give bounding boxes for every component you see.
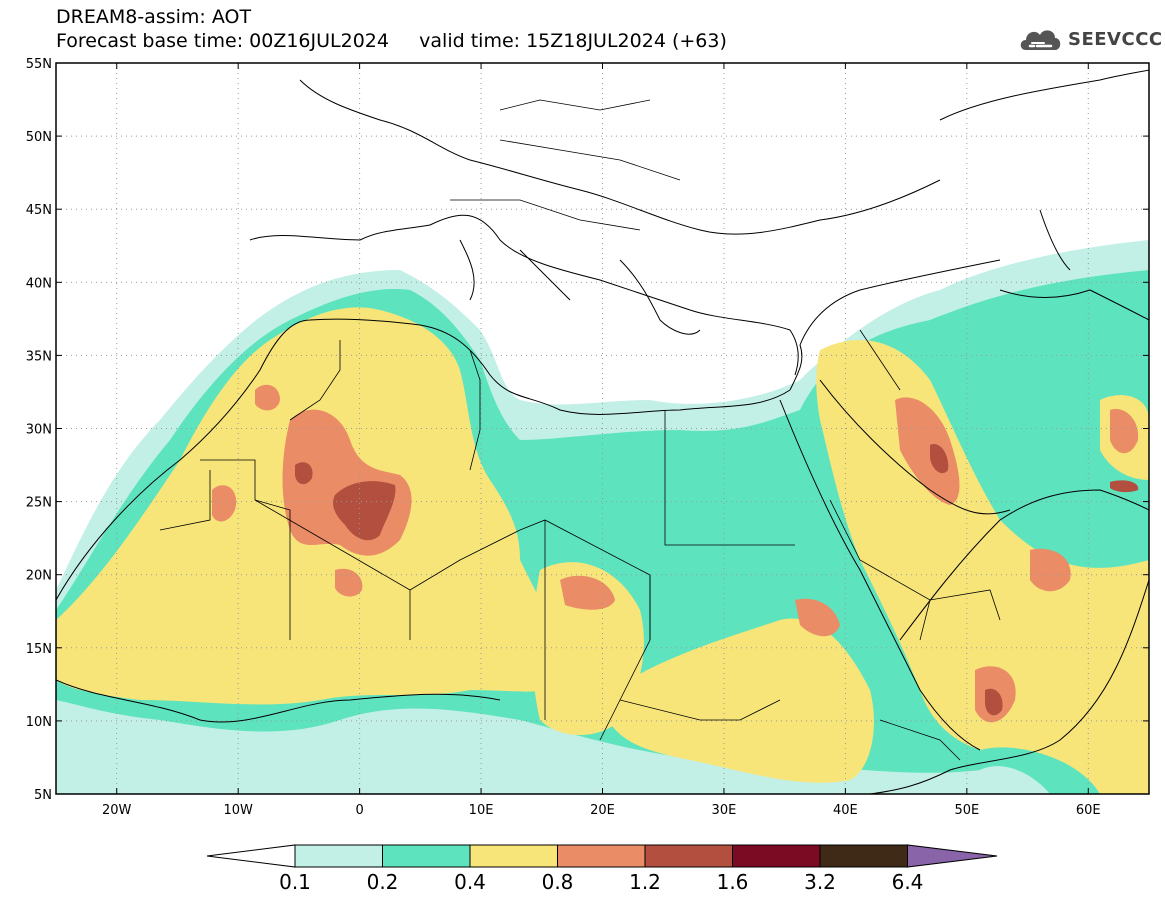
lat-tick-label: 15N [26,642,52,657]
aot-level-0-4-arabia [816,340,1149,794]
colorbar-level-label: 0.1 [279,870,311,894]
lon-tick-label: 30E [712,803,737,818]
lat-tick-label: 55N [26,57,52,72]
lon-tick-label: 40E [833,803,858,818]
lat-tick-label: 35N [26,349,52,364]
colorbar-level-label: 6.4 [892,870,924,894]
logo-text: SEEVCCC [1068,28,1163,50]
seevccc-logo: SEEVCCC [1018,23,1163,55]
aot-level-1-2 [333,481,396,541]
axis-ticks: 20W 10W 0 10E 20E 30E 40E 50E 60E 5N 10N 15N 20N 25N 3… [26,57,1149,818]
aot-fields [56,240,1149,794]
colorbar-segment [469,844,558,868]
cloud-logo-icon [1020,30,1061,50]
lon-tick-label: 20W [102,803,132,818]
lon-tick-label: 20E [590,803,615,818]
lon-tick-label: 10W [223,803,253,818]
coastlines [56,69,1149,794]
lat-tick-label: 40N [26,276,52,291]
lat-tick-label: 20N [26,569,52,584]
colorbar-segment [732,844,821,868]
colorbar-over-triangle [907,844,998,868]
lon-tick-label: 50E [954,803,979,818]
colorbar-segment [819,844,908,868]
colorbar-level-label: 0.8 [542,870,574,894]
lon-tick-label: 60E [1076,803,1101,818]
colorbar-segment [644,844,733,868]
aot-level-0-4-east-africa [600,618,874,783]
lat-tick-label: 30N [26,423,52,438]
colorbar-under-triangle [206,844,296,868]
lat-tick-label: 5N [34,788,52,803]
map-subtitle: Forecast base time: 00Z16JUL2024 valid t… [56,30,727,52]
colorbar-segment [382,844,471,868]
colorbar-level-label: 1.6 [717,870,749,894]
map-title: DREAM8-assim: AOT [56,6,252,28]
lat-tick-label: 50N [26,130,52,145]
colorbar-level-label: 0.2 [367,870,399,894]
lat-tick-label: 10N [26,715,52,730]
valid-time: valid time: 15Z18JUL2024 (+63) [419,30,727,52]
forecast-base-time: Forecast base time: 00Z16JUL2024 [56,30,389,52]
lon-tick-label: 0 [355,803,363,818]
colorbar-segment [294,844,383,868]
colorbar: 0.1 0.2 0.4 0.8 1.2 1.6 3.2 6.4 [206,844,998,894]
lat-tick-label: 25N [26,496,52,511]
colorbar-level-label: 3.2 [804,870,836,894]
colorbar-level-label: 0.4 [454,870,486,894]
colorbar-level-label: 1.2 [629,870,661,894]
lat-tick-label: 45N [26,203,52,218]
country-borders [159,99,1001,761]
lon-tick-label: 10E [469,803,494,818]
colorbar-segment [557,844,646,868]
